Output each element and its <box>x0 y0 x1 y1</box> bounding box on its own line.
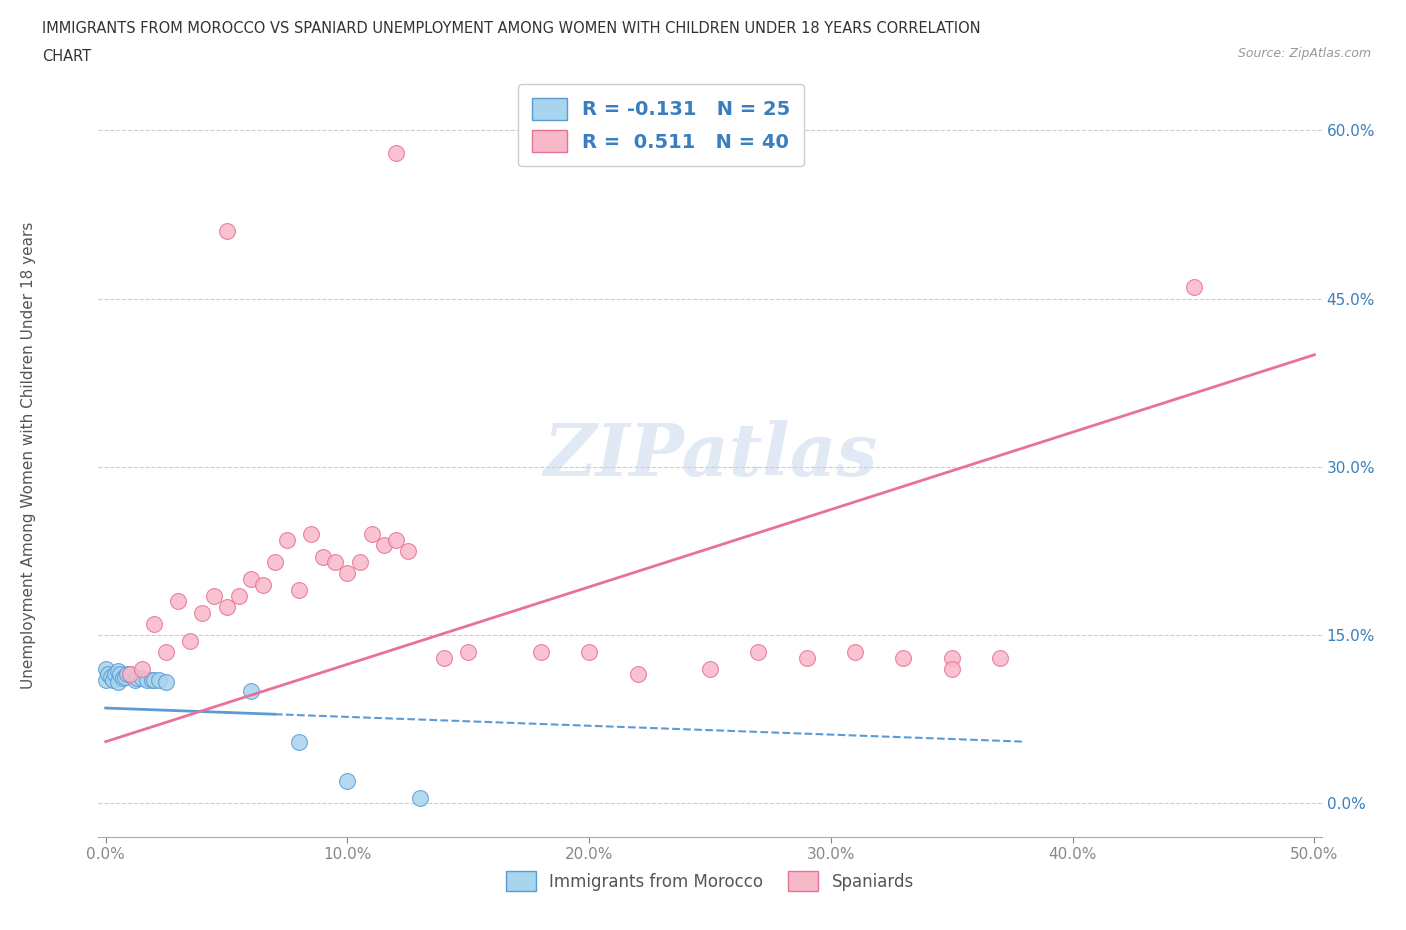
Point <box>457 644 479 659</box>
Point <box>118 667 141 682</box>
Point <box>747 644 769 659</box>
Point <box>108 667 131 682</box>
Point <box>239 572 262 587</box>
Text: ZIPatlas: ZIPatlas <box>543 420 877 491</box>
Point <box>228 589 250 604</box>
Point <box>360 526 382 541</box>
Point <box>131 661 153 676</box>
Point <box>107 664 129 679</box>
Point <box>191 605 214 620</box>
Point <box>104 667 127 682</box>
Point <box>118 667 141 682</box>
Point <box>893 650 915 665</box>
Point <box>323 555 346 570</box>
Point <box>117 667 139 682</box>
Point <box>941 650 963 665</box>
Point <box>252 578 274 592</box>
Point <box>336 566 359 581</box>
Point <box>97 667 120 682</box>
Point <box>699 661 721 676</box>
Point <box>988 650 1011 665</box>
Point <box>409 790 432 805</box>
Point <box>100 670 122 684</box>
Point <box>141 672 163 687</box>
Text: IMMIGRANTS FROM MOROCCO VS SPANIARD UNEMPLOYMENT AMONG WOMEN WITH CHILDREN UNDER: IMMIGRANTS FROM MOROCCO VS SPANIARD UNEM… <box>42 21 981 36</box>
Point <box>384 532 406 547</box>
Point <box>148 672 170 687</box>
Point <box>107 675 129 690</box>
Point <box>384 145 406 160</box>
Point <box>155 675 177 690</box>
Point <box>336 774 359 789</box>
Point <box>167 594 190 609</box>
Point <box>215 224 238 239</box>
Point <box>155 644 177 659</box>
Point <box>215 600 238 615</box>
Point <box>288 735 311 750</box>
Point <box>433 650 456 665</box>
Text: Source: ZipAtlas.com: Source: ZipAtlas.com <box>1237 46 1371 60</box>
Point <box>135 672 157 687</box>
Point <box>626 667 648 682</box>
Point <box>127 671 149 685</box>
Point <box>1182 280 1205 295</box>
Legend: Immigrants from Morocco, Spaniards: Immigrants from Morocco, Spaniards <box>499 865 921 897</box>
Point <box>179 633 201 648</box>
Point <box>111 671 134 685</box>
Point <box>264 555 287 570</box>
Point <box>941 661 963 676</box>
Point <box>124 672 146 687</box>
Point <box>114 670 136 684</box>
Point <box>349 555 371 570</box>
Point <box>276 532 298 547</box>
Point <box>143 617 166 631</box>
Point <box>299 526 322 541</box>
Y-axis label: Unemployment Among Women with Children Under 18 years: Unemployment Among Women with Children U… <box>21 222 37 689</box>
Point <box>396 543 419 558</box>
Point <box>373 538 395 552</box>
Point <box>94 661 117 676</box>
Point <box>530 644 553 659</box>
Point <box>204 589 226 604</box>
Point <box>844 644 866 659</box>
Point <box>288 583 311 598</box>
Point <box>94 672 117 687</box>
Point <box>101 672 124 687</box>
Point <box>131 671 153 685</box>
Point <box>143 672 166 687</box>
Point <box>578 644 600 659</box>
Point <box>312 550 335 565</box>
Point <box>796 650 818 665</box>
Text: CHART: CHART <box>42 49 91 64</box>
Point <box>239 684 262 698</box>
